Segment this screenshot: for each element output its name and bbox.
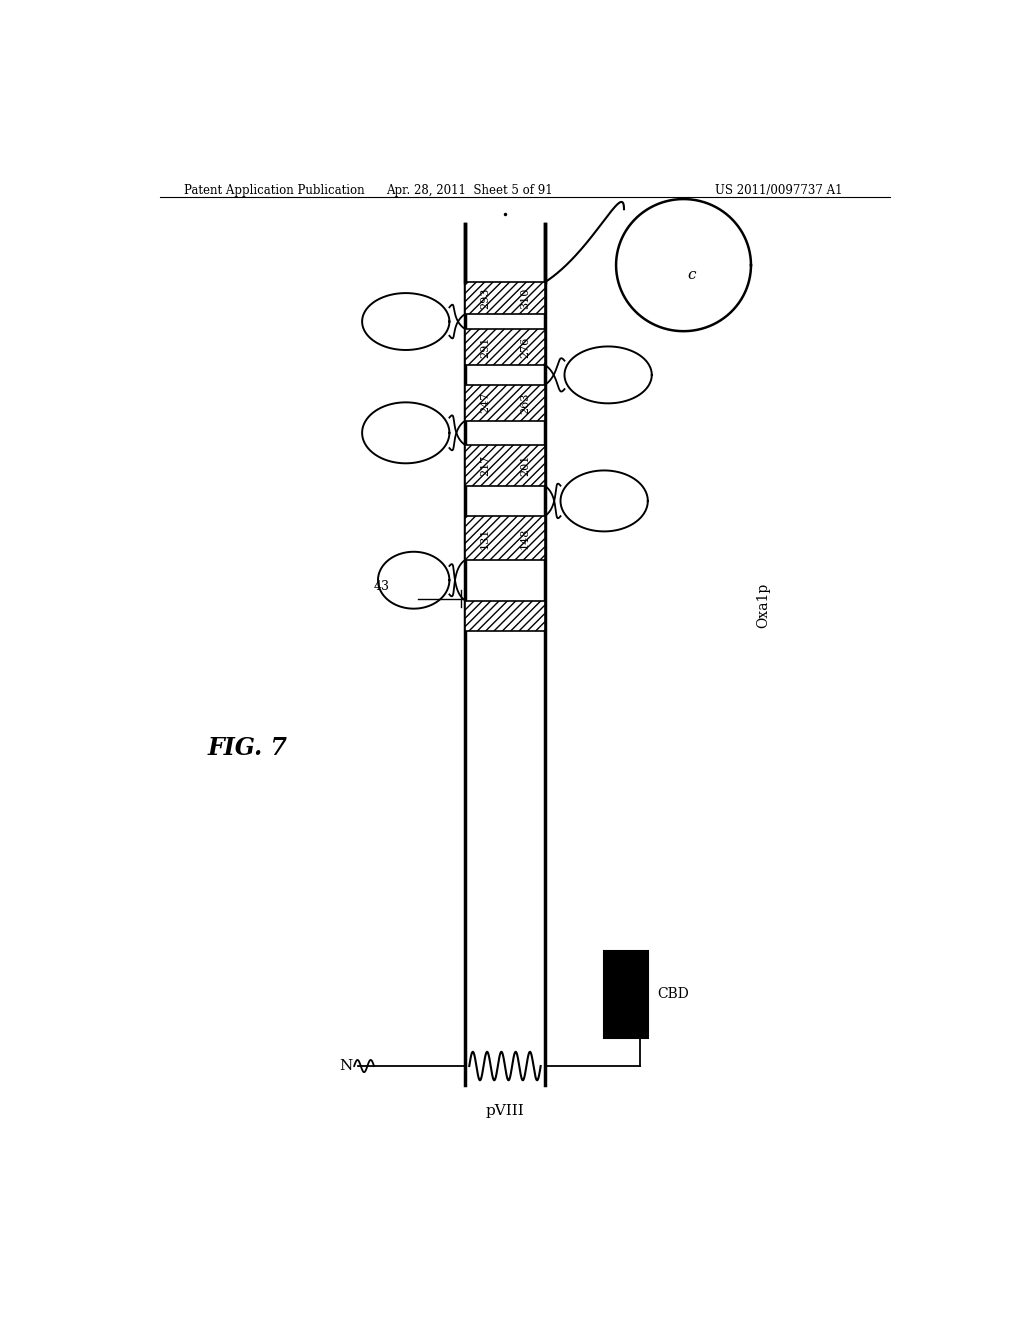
Text: 263: 263 [520, 392, 529, 413]
Text: pVIII: pVIII [485, 1104, 524, 1118]
Text: N: N [340, 1059, 353, 1073]
Text: 148: 148 [520, 527, 529, 549]
Bar [465, 282, 545, 314]
Bar [465, 385, 545, 421]
Text: Patent Application Publication: Patent Application Publication [183, 183, 365, 197]
Text: FIG. 7: FIG. 7 [207, 737, 288, 760]
Text: 131: 131 [480, 527, 490, 549]
Text: 293: 293 [480, 288, 490, 309]
Bar [465, 516, 545, 560]
Text: Oxa1p: Oxa1p [756, 583, 770, 628]
Text: 291: 291 [480, 337, 490, 358]
Text: Apr. 28, 2011  Sheet 5 of 91: Apr. 28, 2011 Sheet 5 of 91 [386, 183, 553, 197]
Bar [465, 329, 545, 364]
Text: US 2011/0097737 A1: US 2011/0097737 A1 [715, 183, 843, 197]
Text: 276: 276 [520, 337, 529, 358]
Text: 310: 310 [520, 288, 529, 309]
Bar [604, 952, 648, 1038]
Text: CBD: CBD [657, 987, 689, 1002]
Text: 43: 43 [374, 581, 390, 594]
Bar [465, 445, 545, 486]
Text: 247: 247 [480, 392, 490, 413]
Text: c: c [687, 268, 695, 282]
Bar [465, 601, 545, 631]
Text: 217: 217 [480, 454, 490, 477]
Text: 201: 201 [520, 454, 529, 477]
